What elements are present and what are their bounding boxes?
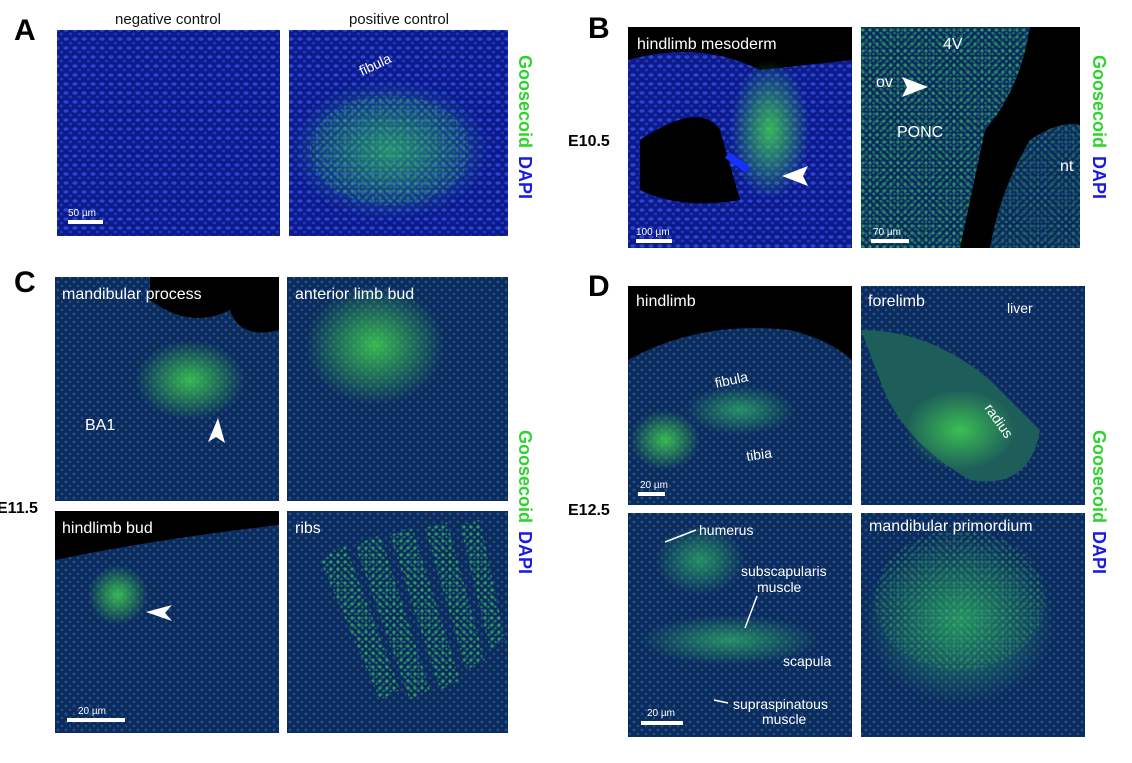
scale-bar-label: 20 µm (640, 480, 668, 491)
column-header: positive control (349, 11, 449, 28)
stain-legend: Goosecoid DAPI (515, 430, 535, 574)
panel-letter: A (14, 14, 36, 47)
image-label: ribs (295, 520, 321, 537)
image-label: ov (876, 74, 893, 91)
arrowhead (146, 605, 172, 621)
micrograph (57, 30, 280, 236)
rib-stain (320, 520, 505, 700)
stage-label: E10.5 (568, 133, 610, 150)
stage-label: E12.5 (568, 502, 610, 519)
image-label: forelimb (868, 293, 925, 310)
stain-label: DAPI (1089, 531, 1109, 574)
image-label: subscapularis (741, 563, 827, 579)
panel-b: B E10.5 hindlimb mesoderm 4V ov PONC nt … (568, 12, 1109, 248)
background (150, 277, 279, 333)
pointer-line (744, 595, 758, 629)
stain-region (875, 530, 1045, 670)
pointer-line (664, 529, 697, 543)
scale-bar-label: 100 µm (636, 227, 670, 238)
panel-d: D E12.5 hindlimb fibula tibia forelimb l… (568, 270, 1109, 737)
scale-bar (67, 718, 125, 722)
stain-region (990, 124, 1080, 248)
image-label: mandibular primordium (869, 518, 1033, 535)
image-label: tibia (745, 445, 773, 464)
panel-a: A negative control positive control fibu… (14, 11, 535, 236)
image-label: PONC (897, 124, 943, 141)
stain-region (88, 565, 148, 625)
image-label: nt (1060, 158, 1074, 175)
stain-label: DAPI (515, 156, 535, 199)
scale-bar (68, 220, 103, 224)
image-label: anterior limb bud (295, 286, 414, 303)
stain-region (861, 27, 1030, 248)
scale-bar-label: 50 µm (68, 208, 96, 219)
stain-legend: Goosecoid DAPI (1089, 430, 1109, 574)
image-label: BA1 (85, 417, 115, 434)
scale-bar (636, 239, 672, 243)
scale-bar-label: 70 µm (873, 227, 901, 238)
image-label: muscle (762, 711, 807, 727)
image-label: scapula (783, 653, 831, 669)
stain-label: Goosecoid (1089, 55, 1109, 148)
image-label: hindlimb mesoderm (637, 36, 777, 53)
image-label: fibula (713, 368, 749, 391)
stain-region (310, 95, 470, 205)
stage-label: E11.5 (0, 500, 38, 517)
scale-bar (641, 721, 683, 725)
stain-region (630, 410, 700, 470)
arrowhead (782, 166, 808, 186)
image-label: liver (1007, 300, 1033, 316)
stain-legend: Goosecoid DAPI (1089, 55, 1109, 199)
stain-label: DAPI (1089, 156, 1109, 199)
image-label: hindlimb bud (62, 520, 153, 537)
stain-region (305, 285, 445, 405)
stain-region (655, 525, 745, 595)
panel-letter: D (588, 270, 610, 303)
panel-c: C E11.5 mandibular process BA1 anterior … (0, 266, 535, 733)
stain-label: DAPI (515, 531, 535, 574)
image-label: supraspinatous (733, 696, 828, 712)
stain-region (730, 60, 810, 200)
column-header: negative control (115, 11, 221, 28)
panel-letter: B (588, 12, 610, 45)
image-label: hindlimb (636, 293, 696, 310)
stain-label: Goosecoid (515, 430, 535, 523)
scale-bar-label: 20 µm (647, 708, 675, 719)
arrowhead (902, 77, 928, 97)
image-label: mandibular process (62, 286, 202, 303)
panel-letter: C (14, 266, 36, 299)
scale-bar-label: 20 µm (78, 706, 106, 717)
artifact (724, 152, 751, 173)
scale-bar (638, 492, 665, 496)
background (55, 511, 279, 560)
pointer-line (713, 699, 729, 704)
stain-region (685, 385, 795, 435)
scale-bar (871, 239, 909, 243)
stain-region (905, 390, 1015, 470)
arrowhead (208, 418, 225, 443)
stain-legend: Goosecoid DAPI (515, 55, 535, 199)
image-label: muscle (757, 579, 802, 595)
image-label: 4V (943, 36, 963, 53)
stain-label: Goosecoid (1089, 430, 1109, 523)
image-label: humerus (699, 522, 753, 538)
stain-region (135, 340, 245, 420)
stain-region (640, 615, 820, 665)
stain-label: Goosecoid (515, 55, 535, 148)
